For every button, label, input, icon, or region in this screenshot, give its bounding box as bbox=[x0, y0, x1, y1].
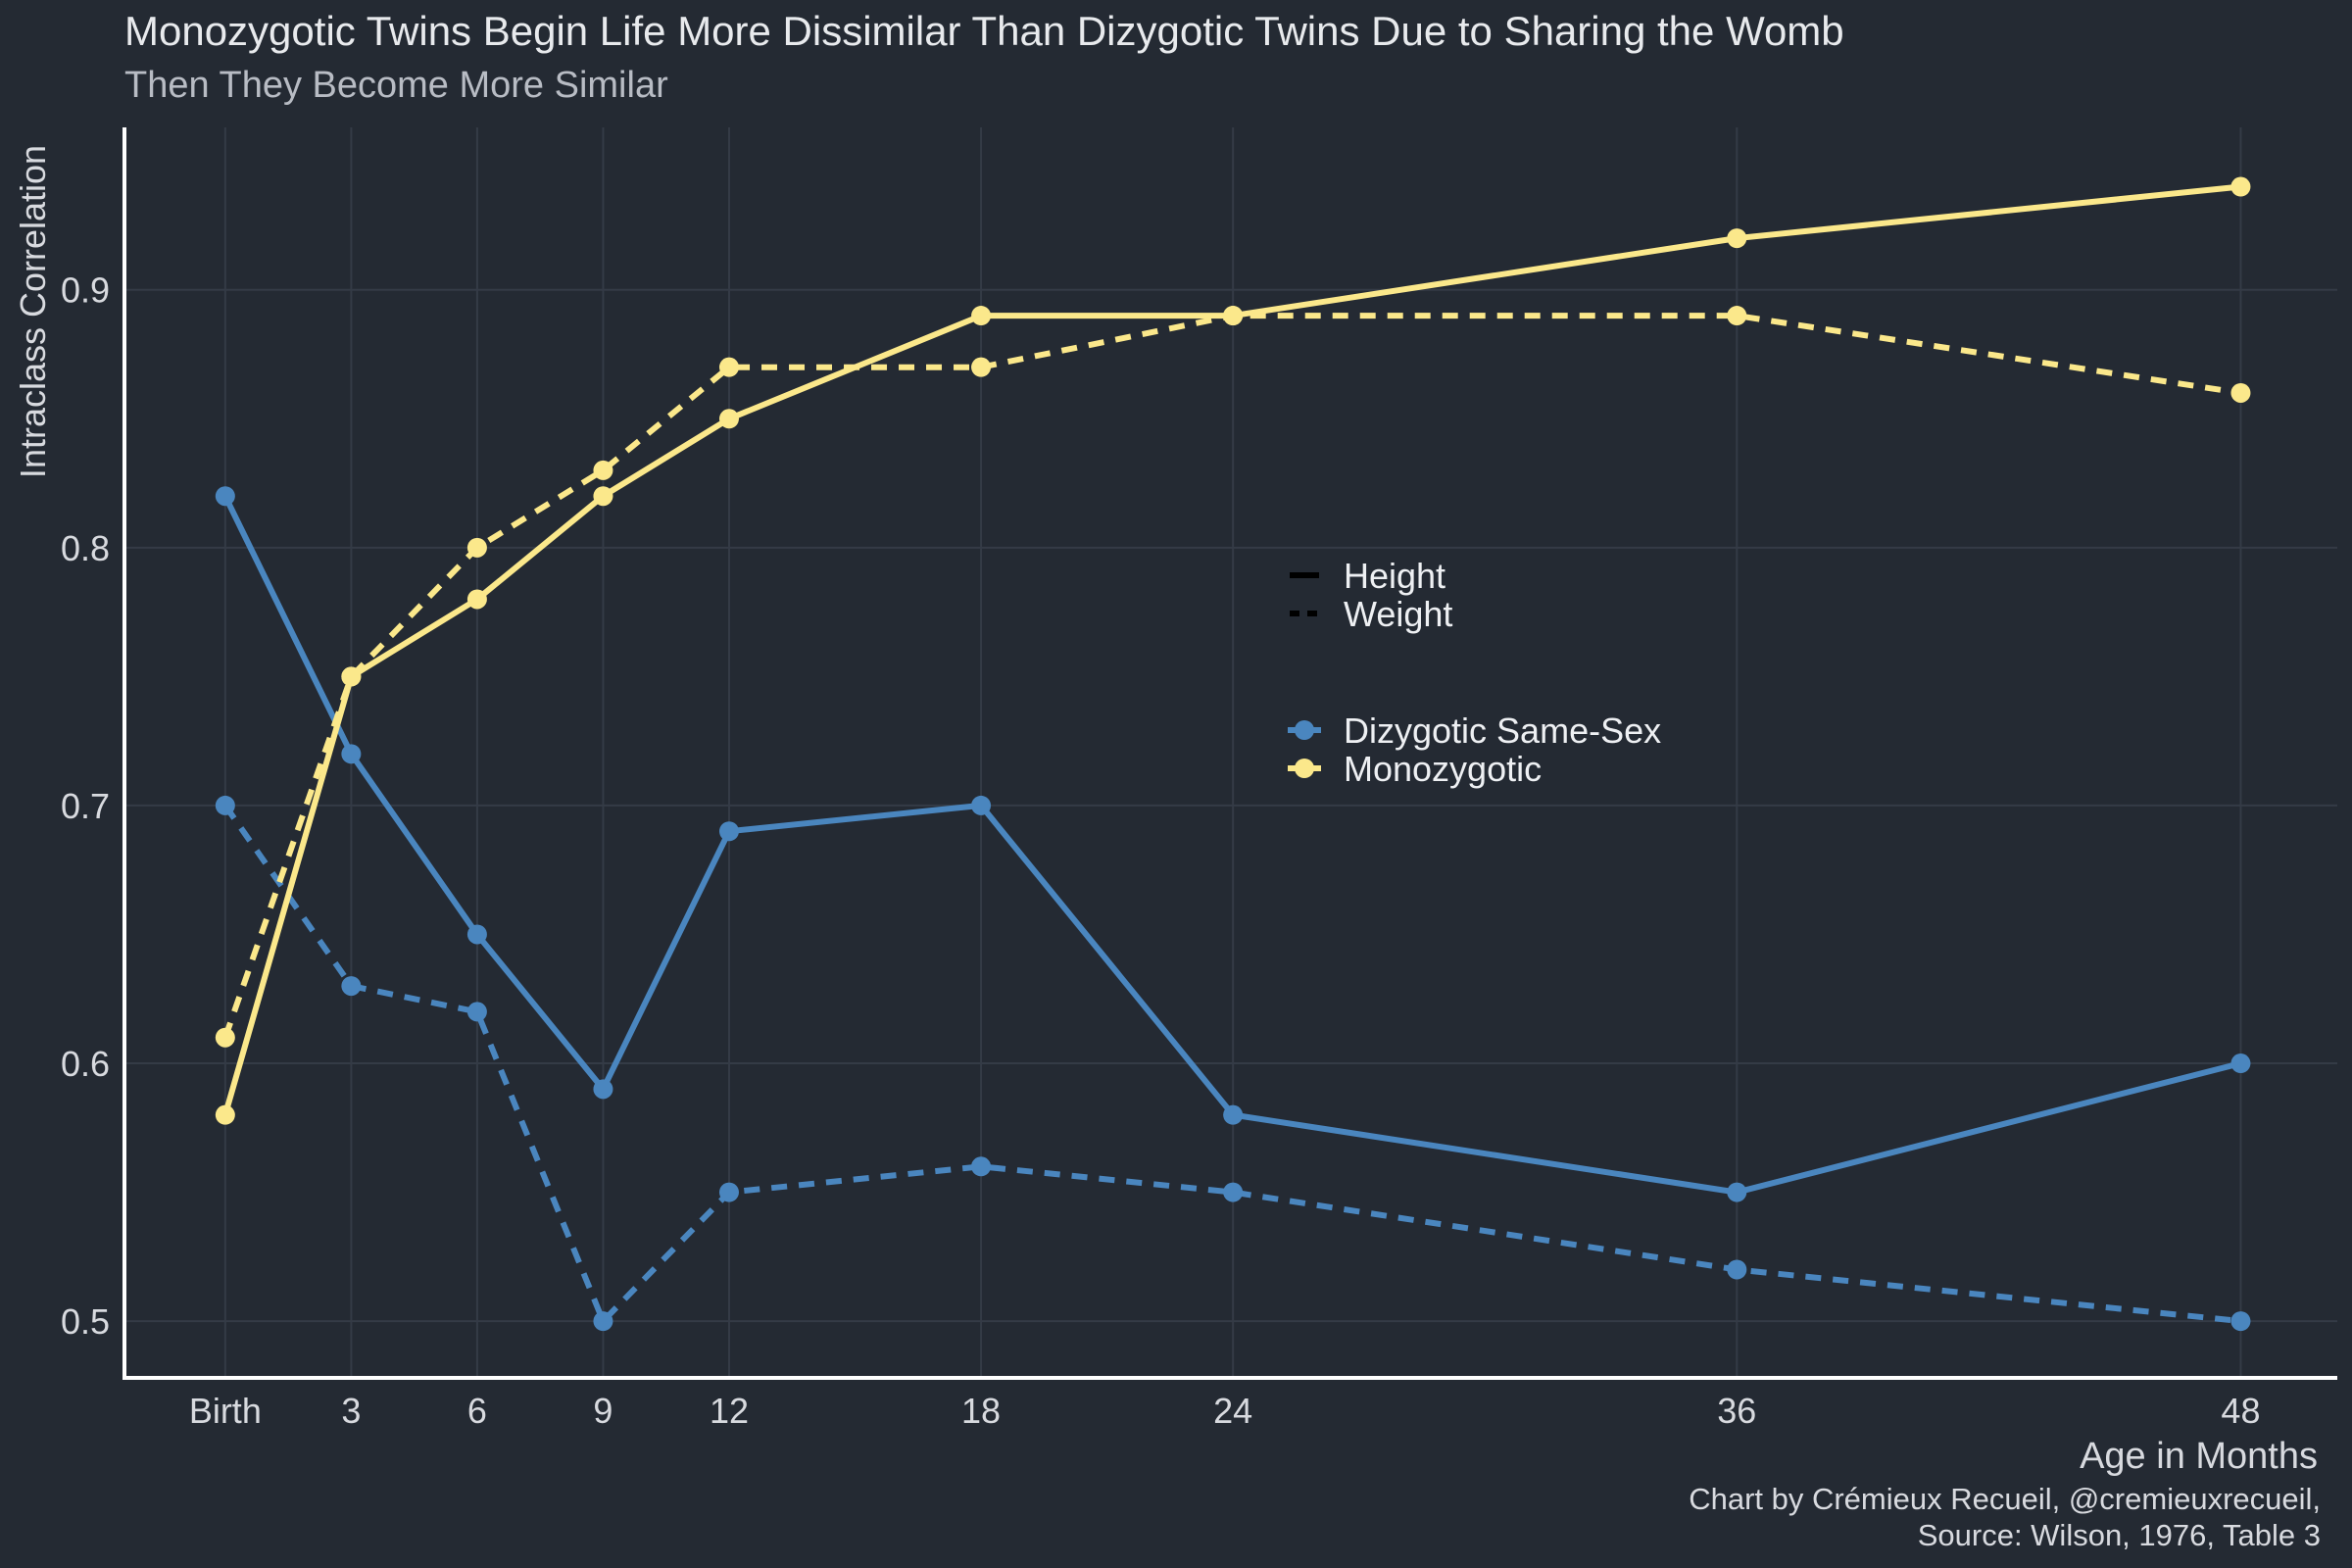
x-tick-label: 24 bbox=[1213, 1391, 1252, 1431]
data-point bbox=[718, 357, 739, 377]
y-tick-label: 0.8 bbox=[61, 528, 110, 568]
chart-title: Monozygotic Twins Begin Life More Dissim… bbox=[124, 8, 1844, 54]
y-tick-label: 0.9 bbox=[61, 270, 110, 311]
x-tick-label: 12 bbox=[710, 1391, 749, 1431]
data-point bbox=[2230, 382, 2251, 403]
legend-linetype-label: Weight bbox=[1344, 594, 1452, 634]
legend-color-key-point bbox=[1295, 759, 1314, 778]
data-point bbox=[971, 357, 992, 377]
x-axis-title: Age in Months bbox=[2080, 1436, 2318, 1477]
data-point bbox=[718, 821, 739, 842]
chart-subtitle: Then They Become More Similar bbox=[124, 65, 668, 106]
caption-credit: Chart by Crémieux Recueil, @cremieuxrecu… bbox=[1689, 1482, 2321, 1516]
data-point bbox=[971, 306, 992, 326]
x-tick-label: 18 bbox=[961, 1391, 1001, 1431]
series-points bbox=[215, 176, 2251, 1332]
x-tick-label: 6 bbox=[467, 1391, 487, 1431]
data-point bbox=[466, 1002, 487, 1022]
data-point bbox=[1727, 1182, 1747, 1202]
y-tick-label: 0.6 bbox=[61, 1044, 110, 1084]
data-point bbox=[593, 1311, 613, 1332]
series-line bbox=[221, 313, 2241, 1039]
data-point bbox=[215, 486, 235, 507]
y-tick-label: 0.7 bbox=[61, 786, 110, 826]
data-point bbox=[593, 486, 613, 507]
data-point bbox=[341, 976, 362, 997]
x-tick-label: Birth bbox=[189, 1391, 262, 1431]
data-point bbox=[1223, 1182, 1244, 1202]
data-point bbox=[466, 924, 487, 945]
caption-source: Source: Wilson, 1976, Table 3 bbox=[1917, 1518, 2321, 1552]
data-point bbox=[1223, 306, 1244, 326]
data-point bbox=[1223, 1104, 1244, 1125]
data-point bbox=[215, 795, 235, 815]
legend-color-label: Monozygotic bbox=[1344, 749, 1542, 789]
data-point bbox=[971, 1156, 992, 1177]
data-point bbox=[1727, 1259, 1747, 1280]
data-point bbox=[2230, 1054, 2251, 1074]
data-point bbox=[593, 460, 613, 480]
data-point bbox=[341, 744, 362, 764]
x-tick-label: 36 bbox=[1717, 1391, 1756, 1431]
data-point bbox=[718, 409, 739, 429]
data-point bbox=[2230, 1311, 2251, 1332]
data-point bbox=[1727, 228, 1747, 249]
data-point bbox=[2230, 176, 2251, 197]
legend-linetype-label: Height bbox=[1344, 556, 1446, 596]
data-point bbox=[341, 666, 362, 687]
legend-color-label: Dizygotic Same-Sex bbox=[1344, 710, 1661, 751]
data-point bbox=[718, 1182, 739, 1202]
data-point bbox=[466, 537, 487, 558]
data-point bbox=[215, 1027, 235, 1048]
data-point bbox=[1727, 306, 1747, 326]
grid bbox=[124, 127, 2337, 1378]
axes bbox=[122, 127, 2337, 1380]
x-tick-label: 3 bbox=[341, 1391, 361, 1431]
y-tick-label: 0.5 bbox=[61, 1301, 110, 1342]
x-tick-label: 9 bbox=[593, 1391, 612, 1431]
data-point bbox=[593, 1079, 613, 1100]
data-point bbox=[466, 589, 487, 610]
y-axis-title: Intraclass Correlation bbox=[13, 145, 53, 478]
legend-color-key-point bbox=[1295, 720, 1314, 740]
data-point bbox=[215, 1104, 235, 1125]
data-point bbox=[971, 795, 992, 815]
x-tick-label: 48 bbox=[2221, 1391, 2260, 1431]
